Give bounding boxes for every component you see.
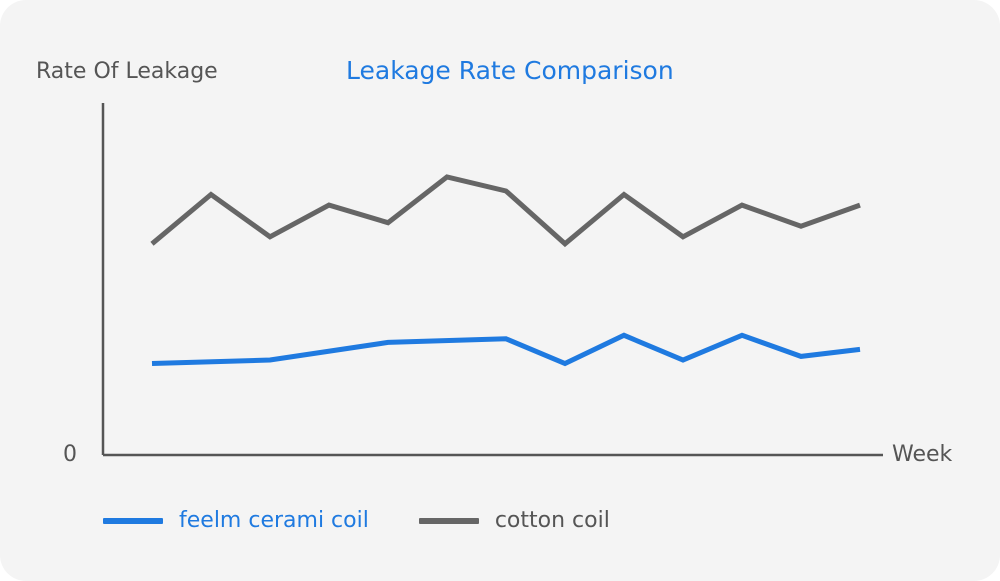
legend: feelm cerami coil cotton coil: [103, 510, 660, 532]
chart-title: Leakage Rate Comparison: [346, 56, 674, 85]
legend-item-cotton: cotton coil: [418, 508, 610, 533]
legend-swatch-cotton: [418, 518, 479, 524]
series-line-feelm: [151, 332, 861, 367]
y-tick-label-zero: 0: [63, 442, 77, 467]
legend-item-feelm: feelm cerami coil: [103, 510, 369, 532]
x-axis-label: Week: [892, 442, 953, 467]
legend-label-feelm: feelm cerami coil: [179, 508, 369, 533]
series-line-cotton: [150, 174, 861, 248]
legend-swatch-feelm: [103, 518, 163, 524]
y-axis-label: Rate Of Leakage: [36, 59, 218, 84]
legend-label-cotton: cotton coil: [494, 508, 610, 533]
series-layer: [150, 174, 861, 367]
axes: [101, 103, 883, 457]
